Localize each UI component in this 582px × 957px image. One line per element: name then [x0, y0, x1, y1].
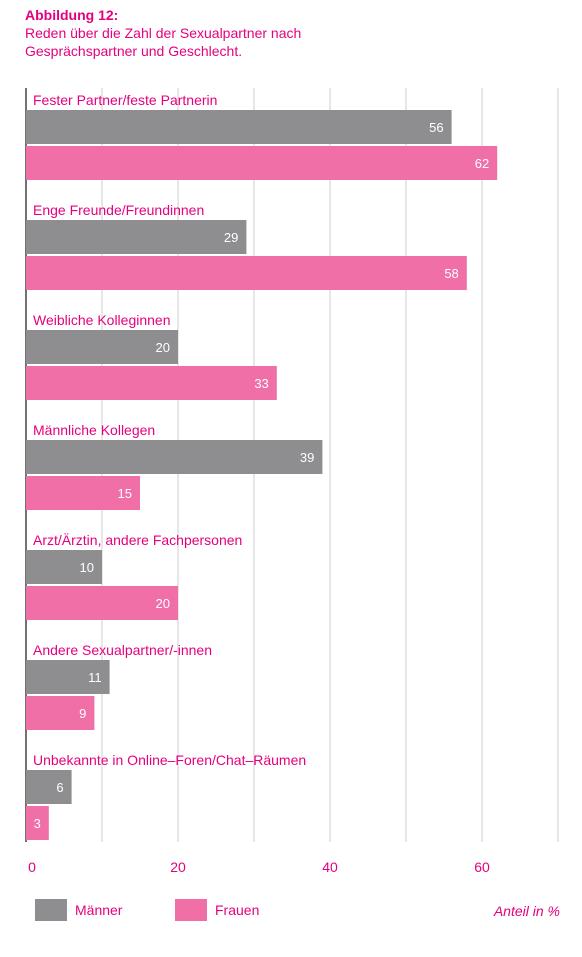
bar-chart: Fester Partner/feste Partnerin 56 62 Enge F…: [25, 88, 559, 875]
category-label: Enge Freunde/Freundinnen: [33, 202, 204, 218]
legend-item-frauen: Frauen: [175, 899, 259, 921]
bar-frauen: [26, 256, 467, 290]
data-label: 56: [429, 120, 443, 135]
data-label: 10: [80, 560, 94, 575]
x-tick-label: 20: [170, 859, 186, 875]
bar-frauen: [26, 366, 277, 400]
bar-frauen: [26, 806, 49, 840]
data-label: 3: [34, 816, 41, 831]
data-label: 9: [79, 706, 86, 721]
figure-header: Abbildung 12: Reden über die Zahl der Se…: [25, 6, 385, 60]
legend-swatch-frauen: [175, 899, 207, 921]
data-label: 15: [118, 486, 132, 501]
bar-maenner: [26, 330, 178, 364]
x-tick-label: 40: [322, 859, 338, 875]
category-label: Andere Sexualpartner/-innen: [33, 642, 212, 658]
category-label: Fester Partner/feste Partnerin: [33, 92, 217, 108]
x-tick-label: 0: [28, 859, 36, 875]
axis-unit-label: Anteil in %: [493, 903, 560, 919]
category-label: Unbekannte in Online–Foren/Chat–Räumen: [33, 752, 306, 768]
category-label: Weibliche Kolleginnen: [33, 312, 171, 328]
data-label: 58: [444, 266, 458, 281]
x-tick-label: 60: [474, 859, 490, 875]
data-label: 6: [56, 780, 63, 795]
bar-frauen: [26, 146, 498, 180]
data-label: 11: [88, 670, 102, 685]
bar-maenner: [26, 550, 102, 584]
figure-title: Reden über die Zahl der Sexualpartner na…: [25, 25, 302, 59]
data-label: 20: [156, 340, 170, 355]
chart-legend: Männer Frauen Anteil in %: [35, 899, 560, 923]
data-label: 39: [300, 450, 314, 465]
data-label: 62: [475, 156, 489, 171]
bar-maenner: [26, 660, 110, 694]
bar-frauen: [26, 696, 95, 730]
bar-maenner: [26, 110, 452, 144]
category-label: Männliche Kollegen: [33, 422, 155, 438]
legend-item-maenner: Männer: [35, 899, 122, 921]
data-label: 29: [224, 230, 238, 245]
bar-frauen: [26, 586, 178, 620]
data-label: 33: [254, 376, 268, 391]
legend-swatch-maenner: [35, 899, 67, 921]
legend-label-maenner: Männer: [75, 902, 123, 918]
category-label: Arzt/Ärztin, andere Fachpersonen: [33, 532, 242, 548]
legend-label-frauen: Frauen: [215, 902, 260, 918]
figure-label: Abbildung 12:: [25, 7, 119, 23]
bar-frauen: [26, 476, 140, 510]
bar-maenner: [26, 440, 323, 474]
bar-maenner: [26, 770, 72, 804]
bar-maenner: [26, 220, 247, 254]
data-label: 20: [156, 596, 170, 611]
